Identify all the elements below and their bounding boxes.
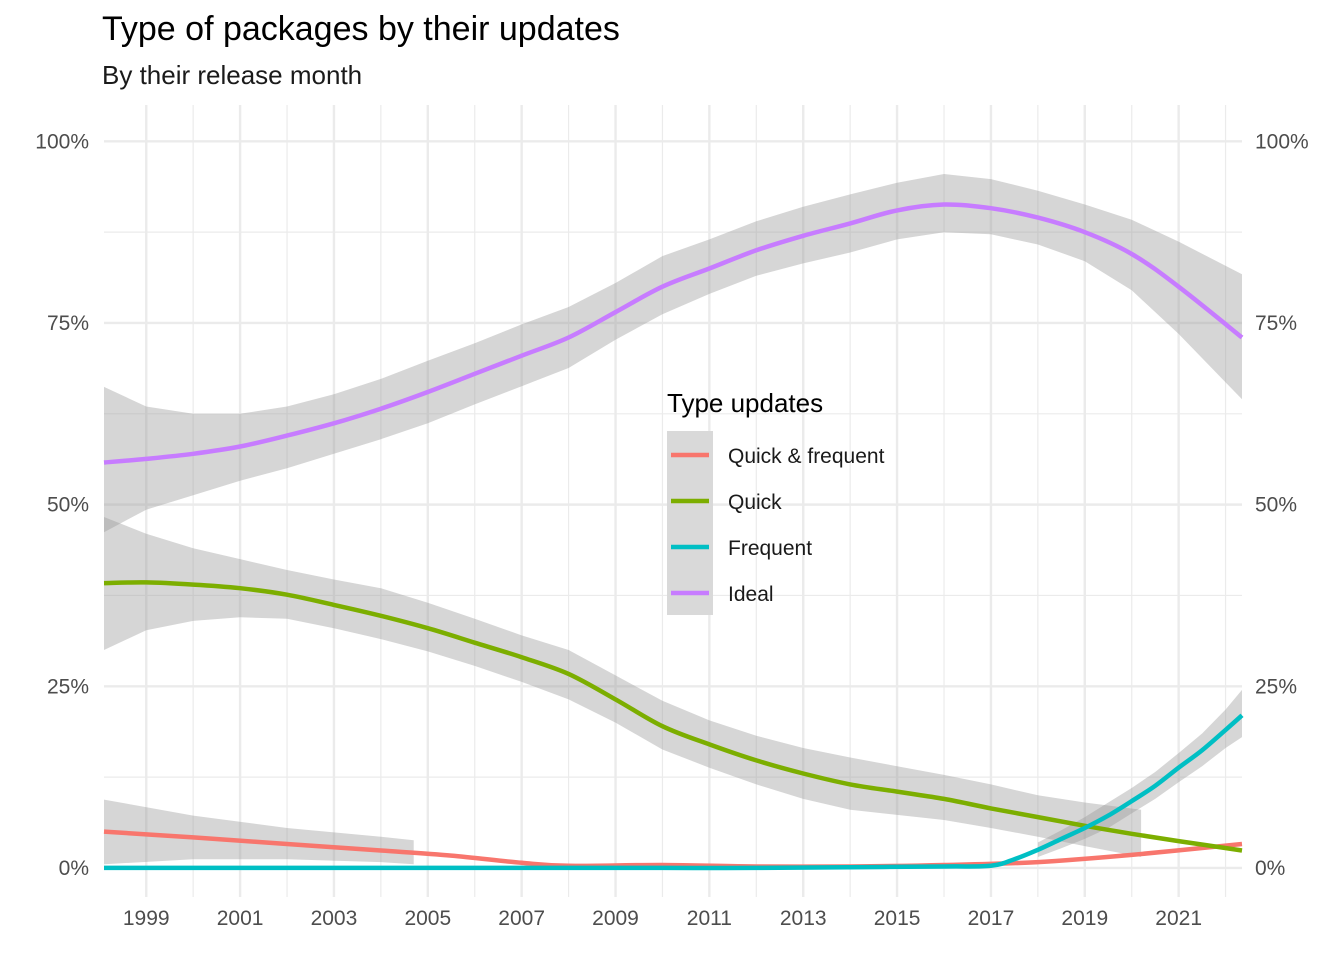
x-tick-label: 2019 xyxy=(1061,907,1108,930)
y-tick-label-right: 50% xyxy=(1255,494,1297,517)
legend: Type updates Quick & frequent Quick Freque… xyxy=(667,388,885,615)
x-tick-label: 1999 xyxy=(123,907,170,930)
series-line xyxy=(103,713,1244,871)
x-tick-label: 2007 xyxy=(498,907,545,930)
y-tick-label-right: 100% xyxy=(1255,130,1309,153)
x-tick-label: 2011 xyxy=(687,907,732,930)
y-tick-label-left: 50% xyxy=(47,494,89,517)
legend-label: Quick xyxy=(728,491,782,514)
y-tick-label-right: 25% xyxy=(1255,675,1297,698)
series-line xyxy=(103,202,1244,465)
legend-label: Ideal xyxy=(728,583,774,606)
x-tick-label: 2015 xyxy=(874,907,921,930)
series-line xyxy=(103,829,1243,869)
x-tick-label: 2009 xyxy=(592,907,639,930)
confidence-band xyxy=(104,517,1142,857)
legend-label: Quick & frequent xyxy=(728,445,885,468)
legend-key-background xyxy=(667,431,713,615)
chart-subtitle: By their release month xyxy=(102,60,362,90)
y-tick-label-left: 0% xyxy=(59,857,89,880)
axis-ticks: 1999 2001 2003 2005 2007 2009 2011 2013 2015 2017… xyxy=(35,130,1308,930)
y-tick-label-left: 75% xyxy=(47,312,89,335)
legend-title: Type updates xyxy=(667,388,823,418)
series-line xyxy=(103,580,1243,853)
x-tick-label: 2021 xyxy=(1155,907,1202,930)
y-tick-label-left: 100% xyxy=(35,130,89,153)
x-tick-label: 2005 xyxy=(404,907,451,930)
legend-label: Frequent xyxy=(728,537,812,560)
x-tick-label: 2001 xyxy=(217,907,264,930)
y-tick-label-left: 25% xyxy=(47,675,89,698)
series-lines xyxy=(103,202,1244,871)
x-tick-label: 2013 xyxy=(780,907,827,930)
y-tick-label-right: 0% xyxy=(1255,857,1285,880)
y-tick-label-right: 75% xyxy=(1255,312,1297,335)
confidence-band xyxy=(1037,689,1242,857)
chart-title: Type of packages by their updates xyxy=(102,10,620,48)
x-tick-label: 2017 xyxy=(968,907,1015,930)
confidence-band xyxy=(104,799,414,865)
x-tick-label: 2003 xyxy=(311,907,358,930)
